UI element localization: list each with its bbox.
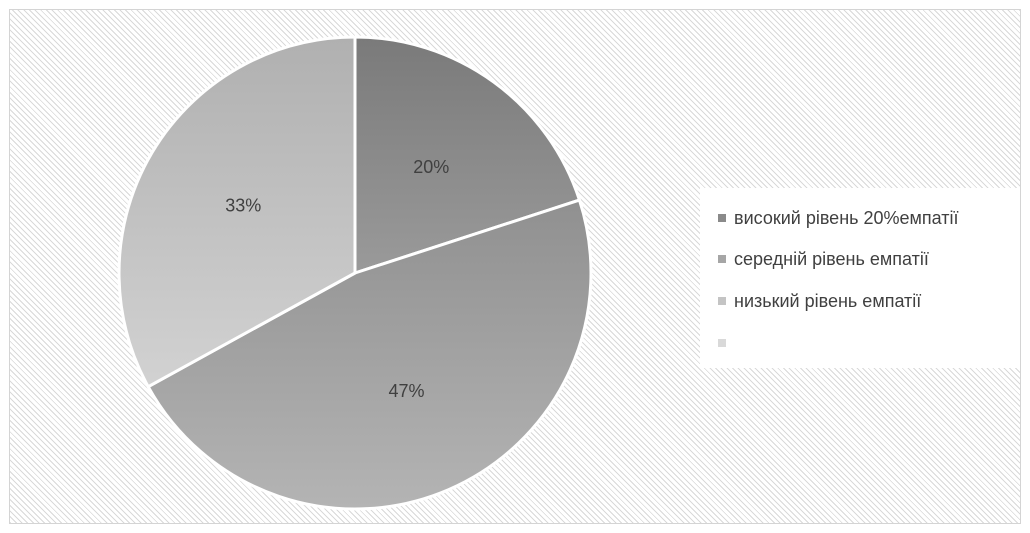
legend-swatch-medium bbox=[718, 255, 726, 263]
legend-label-low: низький рівень емпатії bbox=[734, 290, 922, 311]
pie-slice-low bbox=[117, 35, 357, 389]
data-label-high: 20% bbox=[413, 157, 449, 177]
legend-swatch-low bbox=[718, 297, 726, 305]
data-label-medium: 47% bbox=[388, 381, 424, 401]
legend-swatch-high bbox=[718, 214, 726, 222]
legend-item-low: низький рівень емпатії bbox=[718, 288, 921, 314]
pie-slices bbox=[117, 35, 593, 511]
pie-slice-medium bbox=[146, 198, 593, 511]
pie-chart: 20% 47% 33% bbox=[117, 35, 593, 511]
legend-label-high: високий рівень 20%емпатії bbox=[734, 207, 959, 228]
legend-item-medium: середній рівень емпатії bbox=[718, 246, 929, 272]
legend-label-medium: середній рівень емпатії bbox=[734, 248, 929, 269]
legend-swatch-empty bbox=[718, 339, 726, 347]
pie-data-labels: 20% 47% 33% bbox=[225, 157, 449, 401]
legend-item-high: високий рівень 20%емпатії bbox=[718, 205, 959, 231]
legend: високий рівень 20%емпатії середній рівен… bbox=[700, 188, 1020, 368]
data-label-low: 33% bbox=[225, 196, 261, 216]
legend-item-empty bbox=[718, 330, 734, 356]
chart-area: 20% 47% 33% високий рівень 20%емпатії сере… bbox=[9, 9, 1021, 524]
pie-slice-high bbox=[353, 35, 582, 276]
